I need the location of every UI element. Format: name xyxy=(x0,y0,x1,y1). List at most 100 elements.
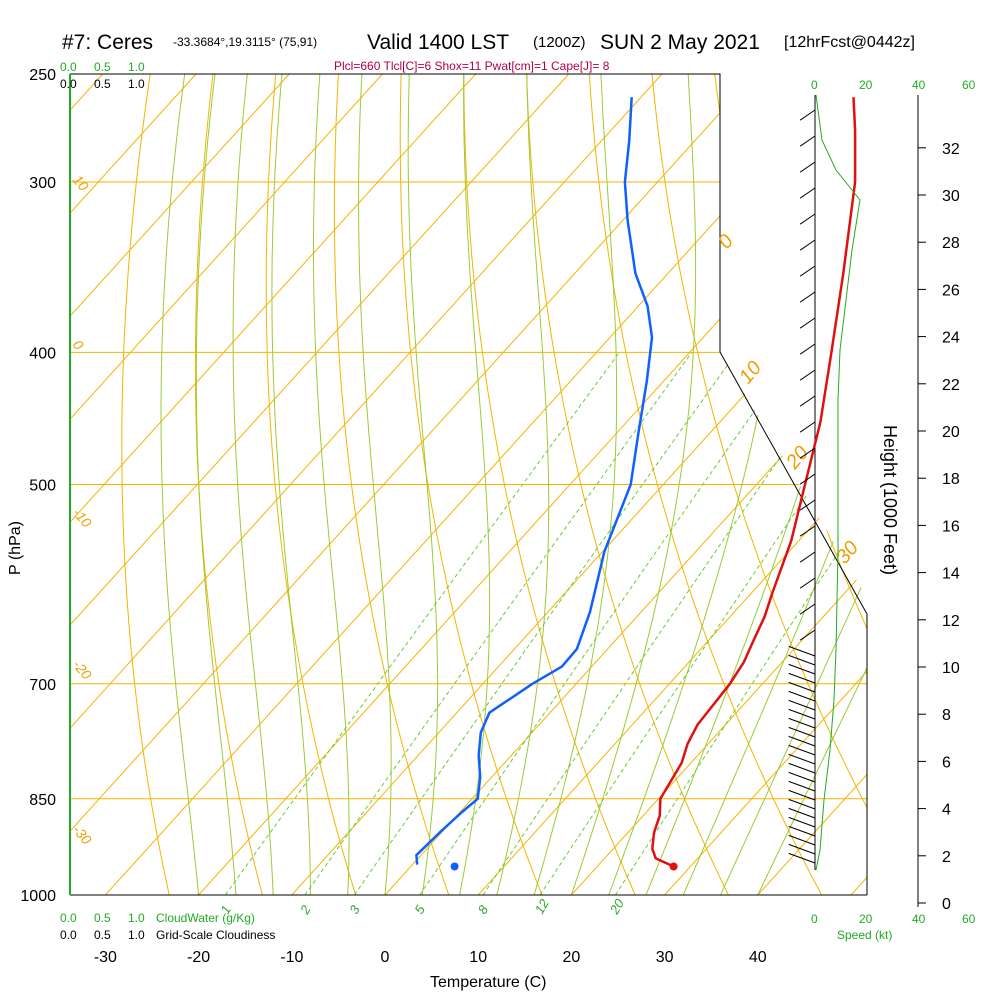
dry-adiabat-line xyxy=(265,74,357,895)
isotherm-line xyxy=(70,74,197,214)
moist-adiabat-line xyxy=(271,74,311,895)
height-tick-label: 12 xyxy=(942,613,960,630)
wind-barb xyxy=(788,834,816,846)
wind-barb xyxy=(788,672,816,684)
wind-barb xyxy=(788,735,816,747)
mixing-ratio-label: 5 xyxy=(411,902,428,916)
pressure-tick-label: 250 xyxy=(29,67,56,84)
wind-barb xyxy=(799,343,816,355)
wind-barb xyxy=(799,369,816,381)
speed-bottom-40: 40 xyxy=(912,912,926,926)
wind-barb xyxy=(788,645,816,657)
height-axis-title: Height (1000 Feet) xyxy=(880,425,900,575)
cloud-bottom-green-1: 0.5 xyxy=(94,911,111,925)
wind-barb xyxy=(788,780,816,792)
wind-barb xyxy=(788,825,816,837)
zulu-time: (1200Z) xyxy=(533,34,586,51)
wind-barb xyxy=(788,789,816,801)
wind-barb xyxy=(799,187,816,199)
dry-adiabat-line xyxy=(121,74,170,895)
wind-barb xyxy=(799,603,816,615)
wind-barb xyxy=(788,798,816,810)
dry-adiabat-line xyxy=(399,74,543,895)
cloud-scale-bottom: 0.0 0.5 1.0 CloudWater (g/Kg) 0.0 0.5 1.… xyxy=(60,911,275,942)
height-tick-label: 2 xyxy=(942,849,951,866)
dry-adiabat-line xyxy=(194,74,263,895)
dry-adiabat-label: -10 xyxy=(70,505,95,531)
dry-adiabat-line xyxy=(333,74,450,895)
height-tick-label: 30 xyxy=(942,188,960,205)
height-tick-label: 28 xyxy=(942,235,960,252)
wind-barb xyxy=(788,852,816,864)
wind-barb xyxy=(799,161,816,173)
height-tick-label: 32 xyxy=(942,141,960,158)
surface-dewpoint-dot xyxy=(450,862,459,871)
moist-adiabat-line xyxy=(682,455,867,895)
cloud-scale-top: 0.0 0.5 1.0 0.0 0.5 1.0 xyxy=(60,60,145,91)
pressure-tick-label: 1000 xyxy=(20,888,56,905)
cloud-top-black-1: 0.5 xyxy=(94,77,111,91)
height-tick-label: 6 xyxy=(942,754,951,771)
surface-temperature-dot xyxy=(669,862,678,871)
pressure-tick-label: 500 xyxy=(29,478,56,495)
mixing-ratio-line xyxy=(419,352,796,895)
wind-barb xyxy=(799,317,816,329)
x-axis-title: Temperature (C) xyxy=(430,974,546,991)
mixing-ratio-label: 20 xyxy=(606,896,627,918)
dry-adiabat-line xyxy=(588,74,823,895)
height-tick-label: 20 xyxy=(942,424,960,441)
wind-barb xyxy=(799,447,816,459)
mixing-ratio-label: 8 xyxy=(475,902,492,916)
height-tick-label: 10 xyxy=(942,660,960,677)
height-tick-label: 0 xyxy=(942,896,951,913)
height-tick-label: 26 xyxy=(942,282,960,299)
cloud-bottom-black-1: 0.5 xyxy=(94,928,111,942)
cloudiness-label: Grid-Scale Cloudiness xyxy=(156,928,275,942)
cloud-bottom-green-0: 0.0 xyxy=(60,911,77,925)
moist-adiabat-line xyxy=(313,74,350,895)
forecast-run: [12hrFcst@0442z] xyxy=(784,34,915,51)
height-tick-label: 14 xyxy=(942,566,960,583)
speed-bottom-0: 0 xyxy=(811,912,818,926)
moist-adiabat-line xyxy=(533,74,618,895)
wind-barb xyxy=(799,577,816,589)
cloud-top-black-2: 1.0 xyxy=(128,77,145,91)
pressure-tick-label: 850 xyxy=(29,792,56,809)
cloud-top-green-0: 0.0 xyxy=(60,60,77,74)
speed-label: Speed (kt) xyxy=(837,928,892,942)
moist-adiabat-line xyxy=(720,573,867,895)
wind-barb xyxy=(788,708,816,720)
wind-barb xyxy=(799,395,816,407)
moist-adiabat-line xyxy=(195,74,237,895)
height-tick-label: 24 xyxy=(942,330,960,347)
moist-adiabat-line xyxy=(496,74,550,895)
mixing-ratio-line xyxy=(304,352,693,895)
cloud-top-green-2: 1.0 xyxy=(128,60,145,74)
speed-top-60: 60 xyxy=(962,78,976,92)
dry-adiabat-line xyxy=(960,50,1000,924)
isotherm-line xyxy=(664,670,867,895)
wind-barb xyxy=(788,762,816,774)
dry-adiabat-label: 0 xyxy=(70,337,87,353)
dry-adiabat-line xyxy=(463,74,636,895)
wind-barb xyxy=(788,753,816,765)
dry-adiabat-line xyxy=(651,74,867,809)
speed-top-40: 40 xyxy=(912,78,926,92)
dewpoint-line xyxy=(415,97,654,865)
wind-barb xyxy=(799,551,816,563)
speed-scale: 0 20 40 60 0 20 40 60 Speed (kt) xyxy=(811,78,976,942)
isotherm-line xyxy=(70,74,383,420)
wind-barb xyxy=(788,690,816,702)
plot-mask xyxy=(720,74,877,614)
forecast-date: SUN 2 May 2021 xyxy=(600,31,760,54)
moist-adiabat-line xyxy=(358,74,392,895)
wind-barb xyxy=(799,525,816,537)
temperature-tick-label: 20 xyxy=(563,949,581,966)
cloud-top-green-1: 0.5 xyxy=(94,60,111,74)
dry-adiabat-label: -30 xyxy=(70,822,95,848)
height-tick-label: 8 xyxy=(942,707,951,724)
cloud-bottom-green-2: 1.0 xyxy=(128,911,145,925)
isotherm-line xyxy=(571,567,867,895)
y-axis-title: P (hPa) xyxy=(7,521,24,575)
